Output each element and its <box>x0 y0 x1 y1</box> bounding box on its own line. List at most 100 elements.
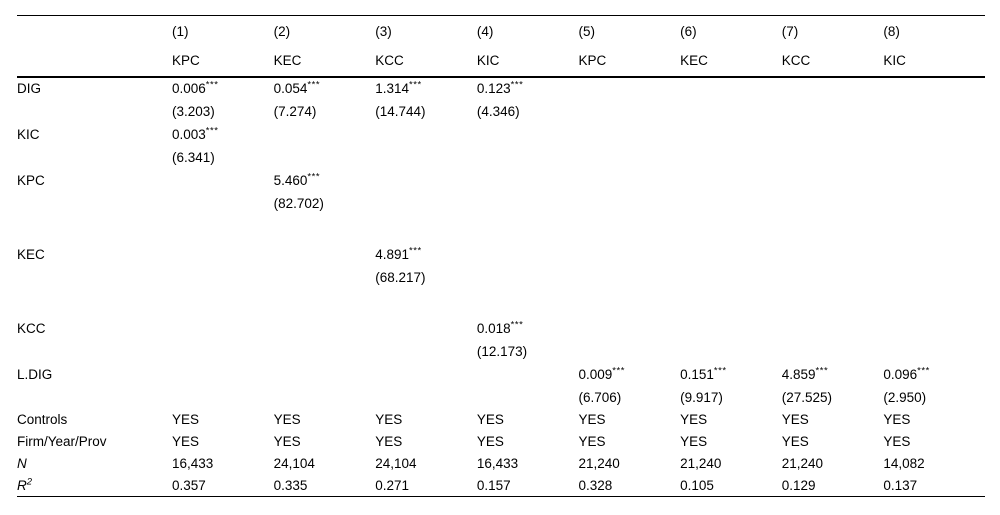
coef-cell: 4.891*** <box>375 243 477 266</box>
empty-cell <box>172 363 274 386</box>
empty-cell <box>883 123 985 146</box>
footer-label: Firm/Year/Prov <box>17 434 107 449</box>
empty-cell <box>274 266 376 289</box>
footer-value: YES <box>883 434 911 449</box>
empty-cell <box>579 169 681 192</box>
empty-cell <box>579 266 681 289</box>
empty-cell <box>477 123 579 146</box>
empty-cell <box>579 146 681 169</box>
footer-value: YES <box>781 434 809 449</box>
empty-cell <box>477 169 579 192</box>
coef-cell: 5.460*** <box>274 169 376 192</box>
empty-cell <box>172 266 274 289</box>
footer-value: YES <box>375 412 403 427</box>
empty-cell <box>782 169 884 192</box>
footer-value: 0.357 <box>172 477 206 493</box>
empty-cell <box>782 100 884 123</box>
dep-var-header: KEC <box>273 53 302 69</box>
significance-stars: *** <box>409 245 422 256</box>
tstat-cell: (9.917) <box>680 389 723 405</box>
coef-value: 0.151 <box>680 366 714 382</box>
empty-cell <box>477 266 579 289</box>
tstat-cell: (2.950) <box>883 389 927 405</box>
footer-value: 0.105 <box>680 477 714 493</box>
coef-cell: 0.006*** <box>172 77 274 100</box>
empty-cell <box>782 243 884 266</box>
coef-row-dig: DIG 0.006*** 0.054*** 1.314*** 0.123*** <box>17 77 985 100</box>
column-number: (8) <box>883 23 900 39</box>
significance-stars: *** <box>612 365 625 376</box>
coef-row-kic: KIC 0.003*** <box>17 123 985 146</box>
empty-cell <box>680 340 782 363</box>
empty-cell <box>680 192 782 215</box>
empty-cell <box>782 123 884 146</box>
empty-cell <box>680 317 782 340</box>
footer-value: YES <box>273 412 301 427</box>
header-corner-cell <box>17 16 172 47</box>
empty-cell <box>274 363 376 386</box>
footer-value: 21,240 <box>680 456 722 471</box>
r-squared-symbol: R <box>17 477 27 493</box>
coef-value: 0.123 <box>476 81 511 96</box>
tstat-row-kic: (6.341) <box>17 146 985 169</box>
tstat-cell: (6.341) <box>172 149 215 165</box>
tstat-row-ldig: (6.706) (9.917) (27.525) (2.950) <box>17 386 985 409</box>
empty-cell <box>883 340 985 363</box>
empty-cell <box>274 340 376 363</box>
coef-value: 0.096 <box>883 366 918 382</box>
footer-value: YES <box>476 412 504 427</box>
empty-cell <box>782 266 884 289</box>
controls-row: Controls YES YES YES YES YES YES YES YES <box>17 409 985 431</box>
significance-stars: *** <box>409 79 422 91</box>
regression-results-table-container: (1) (2) (3) (4) (5) (6) (7) (8) KPC KEC … <box>17 15 985 497</box>
tstat-cell: (6.706) <box>578 389 622 405</box>
footer-value: 0.157 <box>476 477 511 493</box>
footer-value: 24,104 <box>273 456 315 471</box>
coef-value: 4.859 <box>781 366 816 382</box>
empty-cell <box>680 77 782 100</box>
empty-cell <box>172 340 274 363</box>
empty-cell <box>883 169 985 192</box>
observations-row: N 16,433 24,104 24,104 16,433 21,240 21,… <box>17 453 985 475</box>
empty-cell <box>274 317 376 340</box>
footer-value: 0.271 <box>375 477 410 493</box>
significance-stars: *** <box>510 319 524 330</box>
var-label: DIG <box>17 81 42 96</box>
column-number-row: (1) (2) (3) (4) (5) (6) (7) (8) <box>17 16 985 47</box>
var-label: KCC <box>17 320 46 336</box>
header-corner-cell <box>17 46 172 77</box>
coef-value: 1.314 <box>375 81 410 96</box>
empty-cell <box>375 363 477 386</box>
empty-cell <box>680 146 782 169</box>
coef-cell: 4.859*** <box>782 363 884 386</box>
empty-cell <box>579 192 681 215</box>
significance-stars: *** <box>815 365 829 376</box>
significance-stars: *** <box>205 125 219 136</box>
empty-cell <box>375 317 477 340</box>
coef-value: 4.891 <box>375 246 410 262</box>
empty-cell <box>375 386 477 409</box>
empty-cell <box>172 386 274 409</box>
tstat-cell: (3.203) <box>172 103 215 119</box>
footer-label: Controls <box>17 412 68 427</box>
empty-cell <box>172 169 274 192</box>
column-number: (6) <box>680 23 697 39</box>
empty-cell <box>477 146 579 169</box>
empty-cell <box>883 146 985 169</box>
footer-value: YES <box>172 412 200 427</box>
tstat-row-kpc: (82.702) <box>17 192 985 215</box>
coef-cell: 0.009*** <box>579 363 681 386</box>
footer-value: YES <box>375 434 403 449</box>
footer-value: 14,082 <box>883 456 925 471</box>
empty-cell <box>579 317 681 340</box>
var-label: KPC <box>17 172 45 188</box>
r-squared-row: R2 0.357 0.335 0.271 0.157 0.328 0.105 0… <box>17 475 985 497</box>
footer-value: YES <box>680 434 708 449</box>
coef-cell: 0.096*** <box>883 363 985 386</box>
tstat-cell: (27.525) <box>781 389 833 405</box>
dep-var-header: KPC <box>578 53 607 69</box>
coef-value: 5.460 <box>273 172 308 188</box>
coef-value: 0.054 <box>273 81 308 96</box>
fixed-effects-row: Firm/Year/Prov YES YES YES YES YES YES Y… <box>17 431 985 453</box>
empty-cell <box>172 243 274 266</box>
